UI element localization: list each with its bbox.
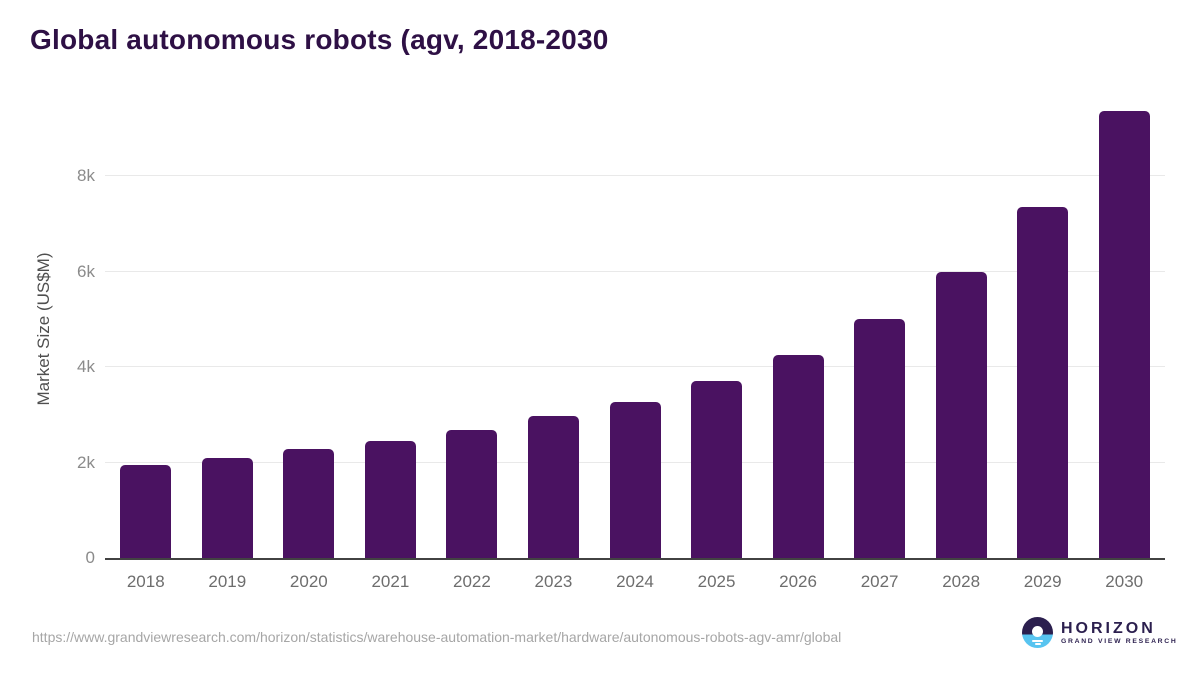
horizon-logo[interactable]: HORIZON GRAND VIEW RESEARCH	[1022, 617, 1178, 648]
bar-2024[interactable]	[609, 401, 661, 558]
x-tick-label: 2018	[126, 572, 165, 591]
bar-2030[interactable]	[1098, 111, 1150, 558]
bar-2028[interactable]	[935, 271, 987, 558]
x-tick-label: 2021	[371, 572, 410, 591]
gridline	[105, 270, 1165, 272]
sun-icon	[1032, 626, 1043, 637]
gridline	[105, 175, 1165, 177]
page-title: Global autonomous robots (agv, 2018-2030	[30, 24, 609, 55]
bar-2021[interactable]	[364, 441, 416, 558]
horizon-line-icon	[1032, 639, 1043, 642]
y-tick-label: 0	[85, 548, 95, 567]
x-tick-label: 2025	[697, 572, 736, 591]
horizon-line-icon	[1034, 643, 1041, 645]
x-tick-label: 2026	[779, 572, 817, 591]
logo-brand: HORIZON	[1061, 620, 1156, 637]
y-tick-label: 2k	[77, 452, 95, 472]
horizon-logo-icon	[1022, 617, 1053, 648]
x-tick-label: 2028	[942, 572, 981, 591]
bar-2029[interactable]	[1017, 207, 1069, 558]
logo-text: HORIZON GRAND VIEW RESEARCH	[1061, 620, 1178, 645]
source-url: https://www.grandviewresearch.com/horizo…	[32, 629, 842, 645]
x-tick-label: 2029	[1023, 572, 1062, 591]
logo-sub-brand: GRAND VIEW RESEARCH	[1061, 638, 1178, 645]
plot-area	[105, 100, 1165, 560]
x-axis-ticks: 2018 2019 2020 2021 2022 2023 2024 2025 2026 2027…	[105, 572, 1165, 596]
x-tick-label: 2023	[534, 572, 573, 591]
y-tick-label: 4k	[77, 357, 95, 377]
bar-2020[interactable]	[283, 449, 335, 558]
x-tick-label: 2027	[860, 572, 899, 591]
bar-2022[interactable]	[446, 430, 498, 558]
bar-2027[interactable]	[854, 319, 906, 558]
y-tick-label: 6k	[77, 261, 95, 281]
x-tick-label: 2020	[289, 572, 328, 591]
gridline	[105, 366, 1165, 368]
x-tick-label: 2022	[452, 572, 491, 591]
bar-2023[interactable]	[527, 416, 579, 558]
bar-2026[interactable]	[772, 355, 824, 558]
x-tick-label: 2030	[1105, 572, 1144, 591]
y-axis-ticks: 0 2k 4k 6k 8k	[35, 100, 95, 567]
y-tick-label: 8k	[77, 166, 95, 186]
bar-2018[interactable]	[120, 464, 172, 558]
x-tick-label: 2024	[616, 572, 654, 591]
bar-2025[interactable]	[691, 381, 743, 558]
bar-2019[interactable]	[201, 458, 253, 558]
x-tick-label: 2019	[208, 572, 247, 591]
